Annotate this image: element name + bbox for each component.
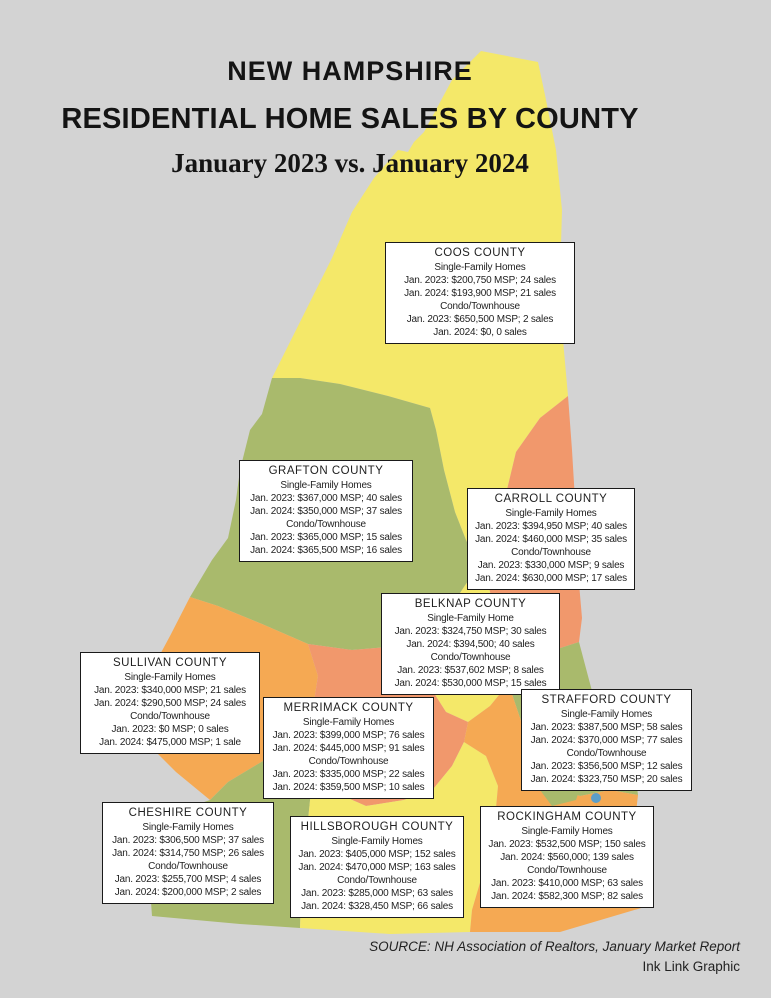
county-stat-line: Condo/Townhouse: [440, 301, 520, 312]
county-box-coos: COOS COUNTY Single-Family Homes Jan. 2023:…: [385, 242, 575, 344]
county-stat-line: Jan. 2023: $356,500 MSP; 12 sales: [530, 761, 683, 772]
county-stat-line: Jan. 2023: $367,000 MSP; 40 sales: [250, 493, 402, 504]
county-box-strafford: STRAFFORD COUNTY Single-Family Homes Jan. …: [521, 689, 692, 791]
county-stat-line: Jan. 2024: $328,450 MSP; 66 sales: [301, 901, 453, 912]
county-stat-line: Condo/Townhouse: [286, 519, 366, 530]
county-stat-line: Jan. 2024: $323,750 MSP; 20 sales: [530, 774, 683, 785]
county-stat-line: Jan. 2023: $410,000 MSP; 63 sales: [491, 878, 643, 889]
county-stat-line: Condo/Townhouse: [430, 652, 511, 663]
county-box-belknap: BELKNAP COUNTY Single-Family Home Jan. 202…: [381, 593, 560, 695]
county-stat-line: Jan. 2024: $359,500 MSP; 10 sales: [272, 782, 425, 793]
county-stat-line: Jan. 2023: $537,602 MSP; 8 sales: [397, 665, 544, 676]
county-stat-line: Jan. 2024: $530,000 MSP; 15 sales: [394, 678, 547, 689]
county-stat-line: Jan. 2024: $475,000 MSP; 1 sale: [99, 737, 241, 748]
county-name: STRAFFORD COUNTY: [541, 694, 672, 706]
county-name: GRAFTON COUNTY: [268, 465, 384, 477]
county-box-sullivan: SULLIVAN COUNTY Single-Family Homes Jan. 2…: [80, 652, 260, 754]
county-stat-line: Jan. 2023: $330,000 MSP; 9 sales: [477, 560, 625, 571]
county-stat-line: Jan. 2024: $314,750 MSP; 26 sales: [112, 848, 264, 859]
county-name: BELKNAP COUNTY: [414, 598, 527, 610]
great-bay-water: [591, 793, 601, 803]
county-stat-line: Jan. 2024: $290,500 MSP; 24 sales: [94, 698, 246, 709]
source-credit: SOURCE: NH Association of Realtors, Janu…: [369, 939, 740, 954]
county-stat-line: Jan. 2024: $200,000 MSP; 2 sales: [114, 887, 262, 898]
county-box-hillsborough: HILLSBOROUGH COUNTY Single-Family Homes Ja…: [290, 816, 464, 918]
county-stat-line: Jan. 2023: $650,500 MSP; 2 sales: [406, 314, 554, 325]
page-subtitle: RESIDENTIAL HOME SALES BY COUNTY: [61, 103, 639, 135]
county-name: HILLSBOROUGH COUNTY: [300, 821, 454, 833]
page-title: NEW HAMPSHIRE: [227, 56, 473, 86]
county-stat-line: Jan. 2024: $370,000 MSP; 77 sales: [530, 735, 683, 746]
county-stat-line: Condo/Townhouse: [308, 756, 389, 767]
county-stat-line: Jan. 2024: $394,500; 40 sales: [406, 639, 535, 650]
county-stat-line: Jan. 2024: $193,900 MSP; 21 sales: [404, 288, 556, 299]
county-name: CARROLL COUNTY: [494, 493, 608, 505]
page-date-range: January 2023 vs. January 2024: [171, 148, 529, 178]
county-stat-line: Jan. 2023: $365,000 MSP; 15 sales: [250, 532, 402, 543]
county-box-carroll: CARROLL COUNTY Single-Family Homes Jan. 20…: [467, 488, 635, 590]
county-stat-line: Jan. 2023: $387,500 MSP; 58 sales: [530, 722, 683, 733]
county-stat-line: Single-Family Homes: [331, 836, 423, 847]
county-stat-line: Jan. 2023: $405,000 MSP; 152 sales: [298, 849, 456, 860]
county-stat-line: Condo/Townhouse: [130, 711, 210, 722]
county-stat-line: Condo/Townhouse: [337, 875, 417, 886]
county-stat-line: Jan. 2024: $350,000 MSP; 37 sales: [250, 506, 402, 517]
county-stat-line: Jan. 2024: $582,300 MSP; 82 sales: [491, 891, 643, 902]
county-stat-line: Single-Family Homes: [124, 672, 216, 683]
county-stat-line: Single-Family Homes: [434, 262, 526, 273]
county-stat-line: Jan. 2023: $255,700 MSP; 4 sales: [114, 874, 262, 885]
county-name: SULLIVAN COUNTY: [112, 657, 227, 669]
county-stat-line: Single-Family Homes: [560, 709, 653, 720]
county-stat-line: Jan. 2023: $335,000 MSP; 22 sales: [272, 769, 425, 780]
county-box-cheshire: CHESHIRE COUNTY Single-Family Homes Jan. 2…: [102, 802, 274, 904]
county-stat-line: Jan. 2024: $365,500 MSP; 16 sales: [250, 545, 402, 556]
county-stat-line: Jan. 2023: $394,950 MSP; 40 sales: [475, 521, 627, 532]
county-stat-line: Jan. 2023: $285,000 MSP; 63 sales: [301, 888, 453, 899]
county-stat-line: Jan. 2023: $324,750 MSP; 30 sales: [394, 626, 547, 637]
county-stat-line: Jan. 2024: $460,000 MSP; 35 sales: [475, 534, 627, 545]
county-name: ROCKINGHAM COUNTY: [497, 811, 637, 823]
county-stat-line: Single-Family Homes: [280, 480, 372, 491]
county-box-grafton: GRAFTON COUNTY Single-Family Homes Jan. 20…: [239, 460, 413, 562]
county-stat-line: Jan. 2023: $306,500 MSP; 37 sales: [112, 835, 264, 846]
county-stat-line: Condo/Townhouse: [511, 547, 591, 558]
county-stat-line: Single-Family Home: [427, 613, 514, 624]
county-box-merrimack: MERRIMACK COUNTY Single-Family Homes Jan. …: [263, 697, 434, 799]
county-stat-line: Single-Family Homes: [521, 826, 613, 837]
county-box-rockingham: ROCKINGHAM COUNTY Single-Family Homes Jan.…: [480, 806, 654, 908]
county-stat-line: Jan. 2024: $470,000 MSP; 163 sales: [298, 862, 456, 873]
county-stat-line: Jan. 2024: $0, 0 sales: [433, 327, 527, 338]
county-stat-line: Jan. 2023: $200,750 MSP; 24 sales: [404, 275, 556, 286]
county-stat-line: Single-Family Homes: [302, 717, 395, 728]
county-stat-line: Single-Family Homes: [142, 822, 234, 833]
county-stat-line: Jan. 2023: $0 MSP; 0 sales: [111, 724, 229, 735]
county-stat-line: Condo/Townhouse: [527, 865, 607, 876]
county-stat-line: Jan. 2024: $445,000 MSP; 91 sales: [272, 743, 425, 754]
county-stat-line: Jan. 2023: $340,000 MSP; 21 sales: [94, 685, 246, 696]
county-stat-line: Jan. 2024: $560,000; 139 sales: [500, 852, 634, 863]
county-name: CHESHIRE COUNTY: [128, 807, 248, 819]
county-stat-line: Single-Family Homes: [505, 508, 597, 519]
graphic-credit: Ink Link Graphic: [642, 959, 740, 974]
county-stat-line: Condo/Townhouse: [148, 861, 228, 872]
county-stat-line: Jan. 2024: $630,000 MSP; 17 sales: [475, 573, 627, 584]
county-stat-line: Jan. 2023: $399,000 MSP; 76 sales: [272, 730, 425, 741]
county-name: COOS COUNTY: [434, 247, 526, 259]
county-stat-line: Jan. 2023: $532,500 MSP; 150 sales: [488, 839, 646, 850]
county-name: MERRIMACK COUNTY: [283, 702, 414, 714]
county-stat-line: Condo/Townhouse: [566, 748, 647, 759]
